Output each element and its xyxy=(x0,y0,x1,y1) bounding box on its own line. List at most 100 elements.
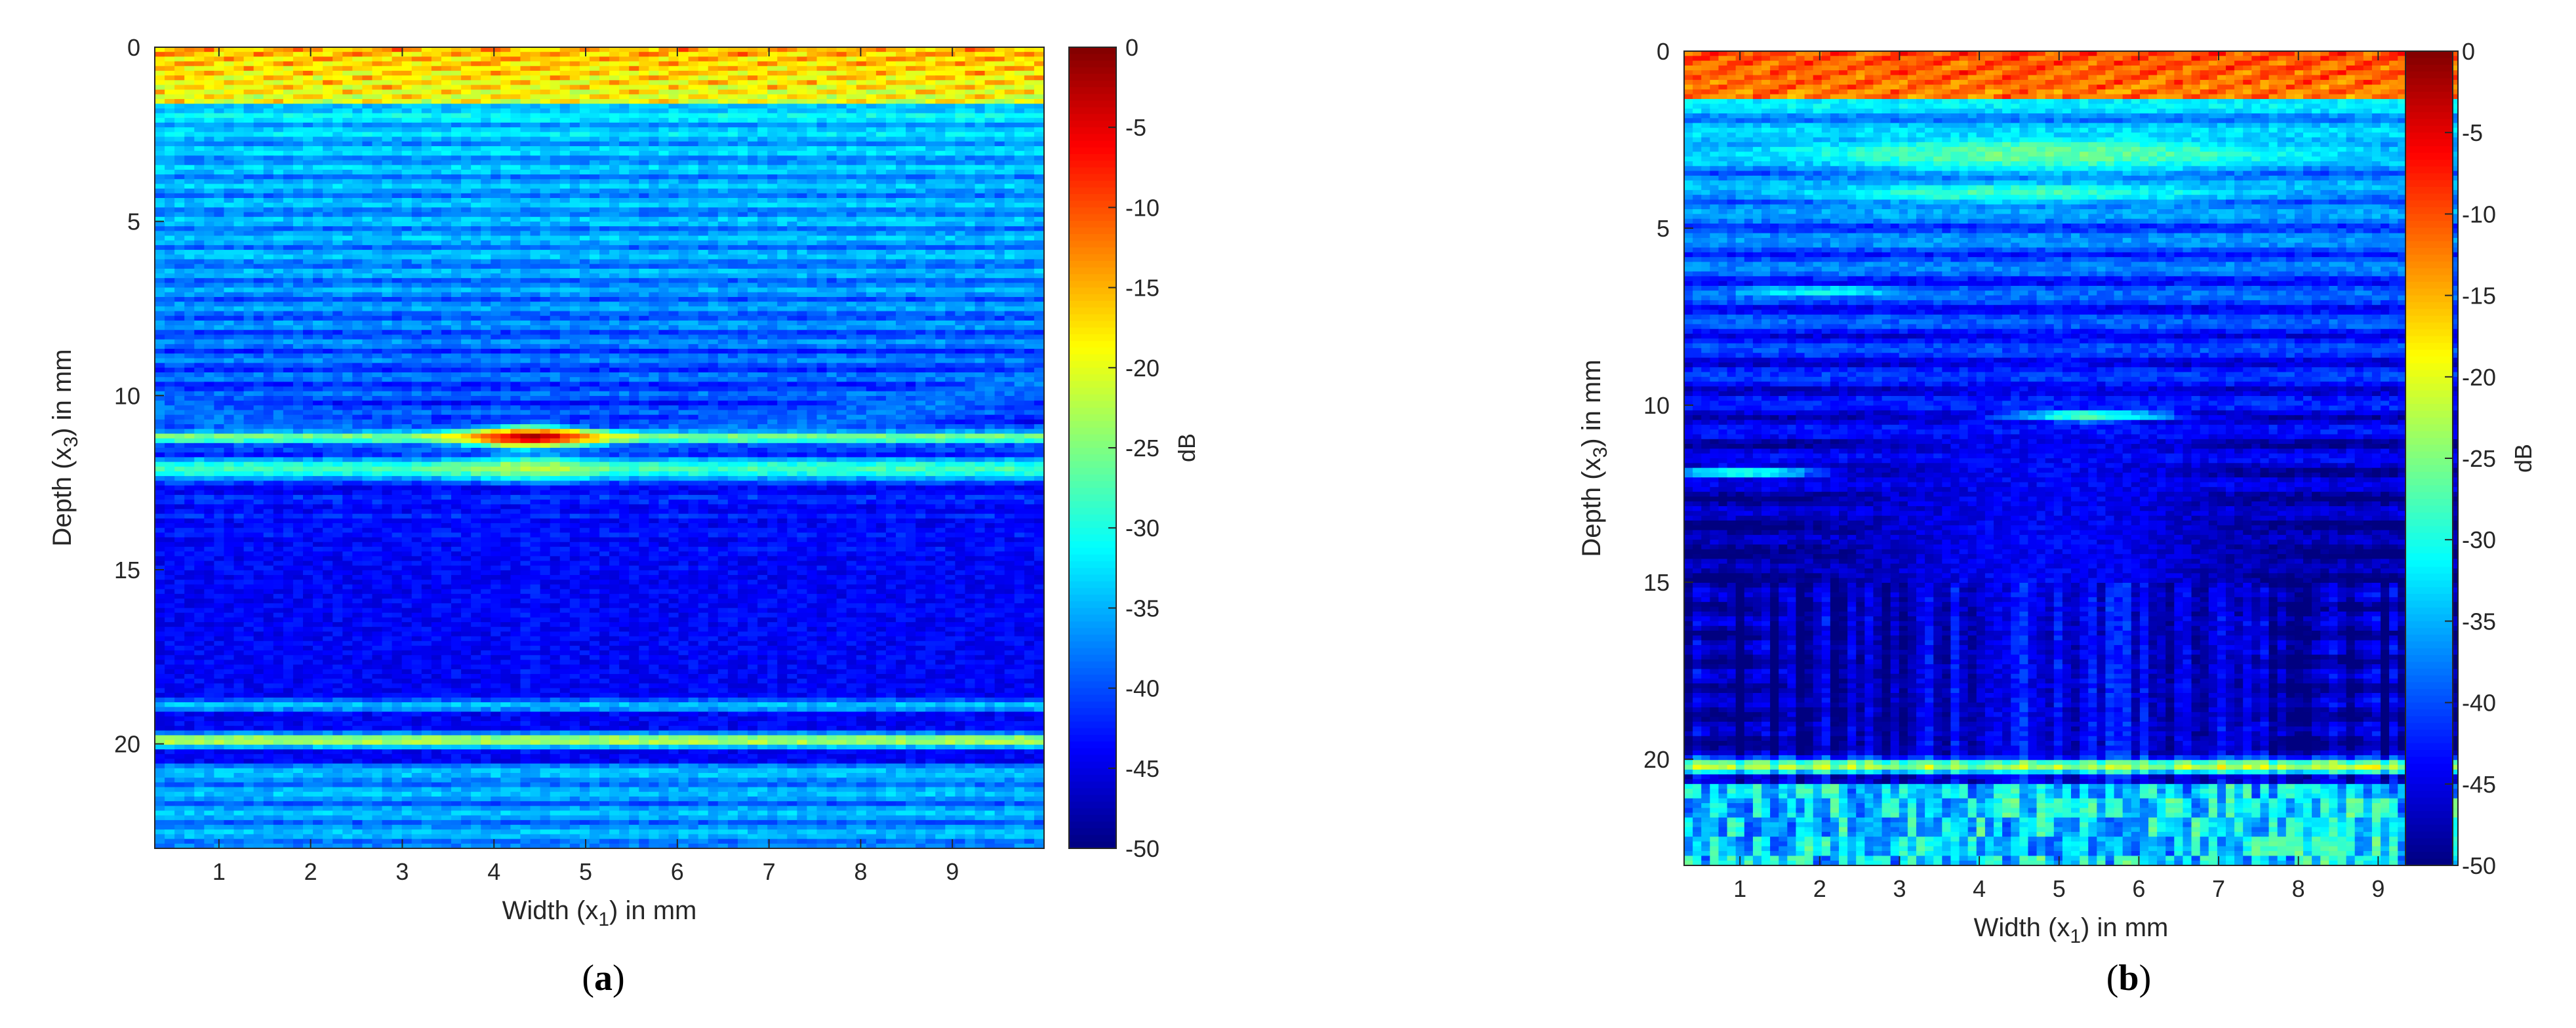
heatmap-cell xyxy=(826,108,837,114)
heatmap-cell xyxy=(896,123,906,128)
heatmap-cell xyxy=(629,169,639,175)
heatmap-cell xyxy=(757,151,768,156)
heatmap-cell xyxy=(994,254,1005,260)
heatmap-cell xyxy=(717,259,729,265)
heatmap-cell xyxy=(1024,160,1035,166)
heatmap-cell xyxy=(165,198,175,203)
heatmap-cell xyxy=(332,169,343,175)
heatmap-cell xyxy=(846,127,857,132)
heatmap-cell xyxy=(214,212,225,218)
heatmap-cell xyxy=(491,198,501,203)
heatmap-cell xyxy=(767,66,778,71)
heatmap-cell xyxy=(826,221,837,227)
heatmap-cell xyxy=(816,75,828,81)
heatmap-cell xyxy=(619,198,630,203)
heatmap-cell xyxy=(1004,94,1015,100)
heatmap-cell xyxy=(323,283,333,288)
heatmap-cell xyxy=(639,47,649,52)
heatmap-cell xyxy=(717,174,729,180)
heatmap-cell xyxy=(599,264,610,269)
heatmap-cell xyxy=(431,283,442,288)
heatmap-cell xyxy=(925,165,936,170)
heatmap-cell xyxy=(421,221,432,227)
heatmap-cell xyxy=(906,264,916,269)
heatmap-cell xyxy=(204,259,214,265)
heatmap-cell xyxy=(233,160,245,166)
heatmap-cell xyxy=(253,278,264,284)
heatmap-cell xyxy=(737,259,748,265)
heatmap-cell xyxy=(451,193,462,199)
heatmap-cell xyxy=(767,136,778,142)
heatmap-cell xyxy=(579,231,590,237)
heatmap-cell xyxy=(352,259,363,265)
heatmap-cell xyxy=(273,216,284,222)
heatmap-cell xyxy=(955,203,966,208)
heatmap-cell xyxy=(856,169,867,175)
heatmap-cell xyxy=(658,169,670,175)
heatmap-cell xyxy=(767,89,778,95)
heatmap-cell xyxy=(767,193,778,199)
heatmap-cell xyxy=(461,292,472,298)
heatmap-cell xyxy=(629,212,639,218)
heatmap-cell xyxy=(708,151,719,156)
heatmap-cell xyxy=(392,80,403,86)
heatmap-cell xyxy=(323,108,333,114)
heatmap-cell xyxy=(421,66,432,71)
heatmap-cell xyxy=(362,141,373,147)
heatmap-cell xyxy=(559,188,571,194)
heatmap-cell xyxy=(372,108,383,114)
heatmap-cell xyxy=(392,117,403,123)
heatmap-cell xyxy=(263,141,274,147)
heatmap-cell xyxy=(846,296,857,302)
heatmap-cell xyxy=(451,212,462,218)
heatmap-cell xyxy=(273,136,284,142)
heatmap-cell xyxy=(382,264,393,269)
heatmap-cell xyxy=(392,174,403,180)
heatmap-cell xyxy=(678,203,689,208)
heatmap-cell xyxy=(283,193,294,199)
heatmap-cell xyxy=(708,169,719,175)
heatmap-cell xyxy=(916,212,926,218)
heatmap-cell xyxy=(896,226,906,231)
heatmap-cell xyxy=(313,203,323,208)
heatmap-cell xyxy=(174,108,185,114)
heatmap-cell xyxy=(757,123,768,128)
heatmap-cell xyxy=(777,85,788,90)
heatmap-cell xyxy=(698,117,709,123)
heatmap-cell xyxy=(204,283,214,288)
heatmap-cell xyxy=(155,306,165,312)
heatmap-cell xyxy=(165,165,175,170)
heatmap-cell xyxy=(520,70,531,76)
heatmap-cell xyxy=(233,80,245,86)
heatmap-cell xyxy=(224,184,235,189)
heatmap-cell xyxy=(737,250,748,255)
heatmap-cell xyxy=(688,179,699,185)
heatmap-cell xyxy=(639,287,649,293)
heatmap-cell xyxy=(984,216,996,222)
heatmap-cell xyxy=(194,127,205,132)
heatmap-cell xyxy=(392,155,403,161)
heatmap-cell xyxy=(1014,127,1025,132)
heatmap-cell xyxy=(253,104,264,109)
heatmap-cell xyxy=(777,127,788,132)
heatmap-cell xyxy=(411,99,422,104)
heatmap-cell xyxy=(866,127,877,132)
heatmap-cell xyxy=(658,104,670,109)
heatmap-cell xyxy=(767,151,778,156)
heatmap-cell xyxy=(717,184,729,189)
heatmap-cell xyxy=(481,302,491,307)
heatmap-cell xyxy=(906,104,916,109)
heatmap-cell xyxy=(906,80,916,86)
heatmap-cell xyxy=(263,273,274,279)
heatmap-cell xyxy=(777,193,788,199)
heatmap-cell xyxy=(945,47,956,52)
heatmap-cell xyxy=(816,212,828,218)
heatmap-cell xyxy=(303,188,313,194)
heatmap-cell xyxy=(292,141,304,147)
heatmap-cell xyxy=(589,292,600,298)
heatmap-cell xyxy=(204,85,214,90)
heatmap-cell xyxy=(550,99,561,104)
heatmap-cell xyxy=(184,174,195,180)
heatmap-cell xyxy=(292,47,304,52)
heatmap-cell xyxy=(807,184,818,189)
